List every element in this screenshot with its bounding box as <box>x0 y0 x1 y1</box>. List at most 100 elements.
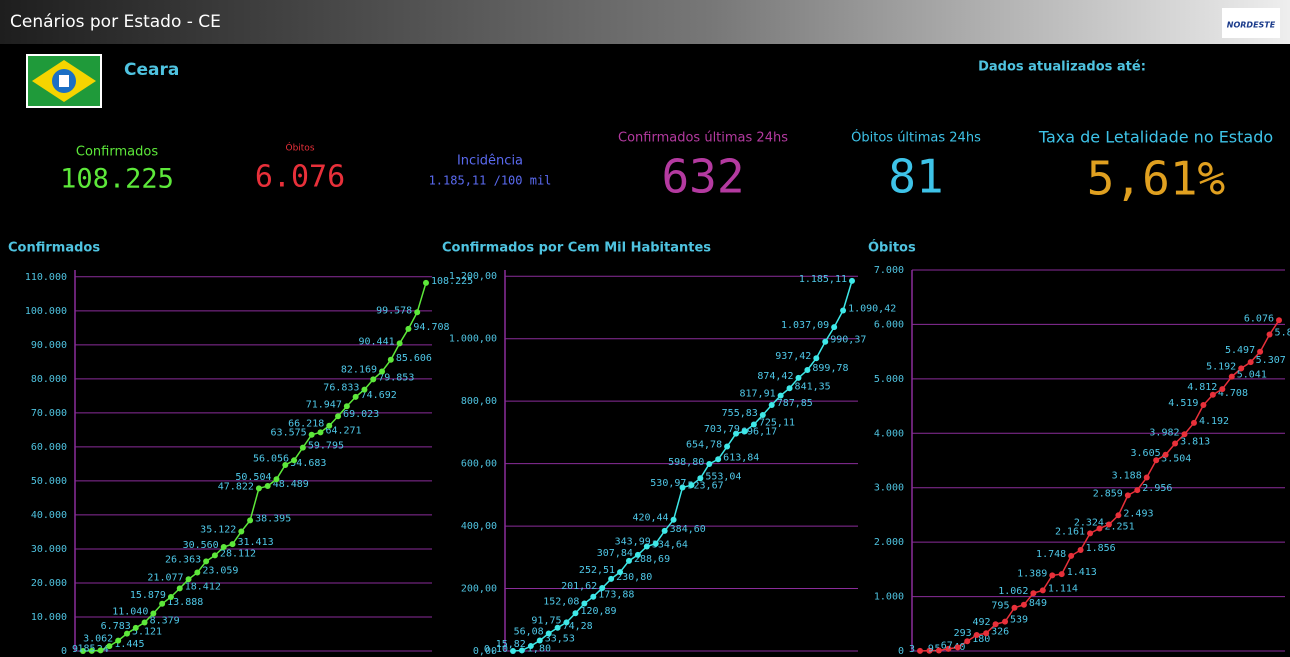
data-point <box>822 338 829 345</box>
y-tick-label: 90.000 <box>31 340 67 351</box>
data-label: 334,64 <box>652 539 688 550</box>
data-point <box>238 528 245 535</box>
y-tick-label: 400,00 <box>461 521 497 532</box>
data-point <box>1002 618 1009 625</box>
data-label: 76.833 <box>323 383 359 394</box>
data-label: 9 <box>928 644 934 655</box>
data-point <box>935 647 942 654</box>
data-label: 849 <box>1029 598 1047 609</box>
y-tick-label: 1.000 <box>874 592 904 603</box>
y-tick-label: 10.000 <box>31 612 67 623</box>
data-label: 152,08 <box>543 597 579 608</box>
data-label: 293 <box>954 628 972 639</box>
data-label: 30.560 <box>183 540 219 551</box>
data-label: 2.251 <box>1105 521 1135 532</box>
data-point <box>813 355 820 362</box>
kpi-value: 81 <box>888 150 943 204</box>
data-point <box>554 624 561 631</box>
data-point <box>1238 365 1245 372</box>
y-tick-label: 6.000 <box>874 319 904 330</box>
kpi-label: Óbitos <box>285 142 314 154</box>
data-point <box>1058 571 1065 578</box>
data-label: 2.859 <box>1093 488 1123 499</box>
data-point <box>80 647 86 654</box>
y-tick-label: 70.000 <box>31 408 67 419</box>
data-label: 654,78 <box>686 440 722 451</box>
data-label: 11.040 <box>112 606 148 617</box>
data-label: 5.815 <box>1275 327 1290 338</box>
data-point <box>1247 359 1254 366</box>
data-label: 23.059 <box>202 566 238 577</box>
data-label: 3.813 <box>1180 436 1210 447</box>
y-tick-label: 1.000,00 <box>449 334 497 345</box>
data-label: 71.947 <box>306 399 342 410</box>
data-label: 1.413 <box>1067 567 1097 578</box>
y-tick-label: 2.000 <box>874 537 904 548</box>
data-point <box>804 367 811 374</box>
data-label: 33,53 <box>545 634 575 645</box>
data-point <box>741 428 748 435</box>
data-label: 48.489 <box>273 479 309 490</box>
y-tick-label: 100.000 <box>25 306 67 317</box>
kpi-label: Confirmados últimas 24hs <box>618 131 788 146</box>
data-label: 288,69 <box>634 554 670 565</box>
kpi-value: 1.185,11 /100 mil <box>429 174 552 188</box>
data-label: 90.441 <box>358 336 394 347</box>
y-tick-label: 200,00 <box>461 584 497 595</box>
data-point <box>706 460 713 467</box>
data-point <box>1124 492 1131 499</box>
chart-title: Confirmados por Cem Mil Habitantes <box>442 241 711 256</box>
data-point <box>590 593 597 600</box>
data-label: 5.041 <box>1237 370 1267 381</box>
data-point <box>1096 525 1103 532</box>
data-point <box>917 647 923 654</box>
data-point <box>115 637 122 644</box>
data-point <box>661 527 668 534</box>
data-label: 5.497 <box>1225 345 1255 356</box>
y-tick-label: 5.000 <box>874 374 904 385</box>
data-point <box>527 643 534 650</box>
data-label: 696,17 <box>741 427 777 438</box>
data-label: 18.412 <box>185 581 221 592</box>
data-point <box>954 644 961 651</box>
y-tick-label: 1.200,00 <box>449 271 497 282</box>
data-label: 21.077 <box>147 572 183 583</box>
data-label: 899,78 <box>812 363 848 374</box>
data-label: 15,82 <box>496 639 526 650</box>
data-point <box>1153 457 1160 464</box>
data-label: 326 <box>991 626 1009 637</box>
data-label: 4.519 <box>1168 398 1198 409</box>
data-point <box>414 309 421 316</box>
data-point <box>1087 530 1094 537</box>
y-tick-label: 800,00 <box>461 396 497 407</box>
data-point <box>1200 402 1207 409</box>
data-point <box>194 569 201 576</box>
y-tick-label: 600,00 <box>461 459 497 470</box>
data-point <box>617 569 624 576</box>
data-point <box>608 575 615 582</box>
data-point <box>229 541 236 548</box>
data-point <box>849 277 855 284</box>
data-label: 64.271 <box>325 425 361 436</box>
data-label: 4.192 <box>1199 416 1229 427</box>
y-tick-label: 30.000 <box>31 544 67 555</box>
y-tick-label: 7.000 <box>874 265 904 276</box>
data-label: 74.692 <box>361 390 397 401</box>
data-label: 2.493 <box>1123 508 1153 519</box>
data-label: 35.122 <box>200 525 236 536</box>
data-point <box>643 543 650 550</box>
data-label: 817,91 <box>740 389 776 400</box>
data-point <box>167 593 174 600</box>
data-point <box>264 483 271 490</box>
data-label: 307,84 <box>597 548 633 559</box>
data-label: 3.188 <box>1112 470 1142 481</box>
data-label: 230,80 <box>616 572 652 583</box>
data-label: 3 <box>909 644 915 655</box>
data-point <box>581 600 588 607</box>
data-point <box>361 386 368 393</box>
data-point <box>1228 373 1235 380</box>
data-label: 120,89 <box>580 606 616 617</box>
flag <box>26 54 102 108</box>
data-point <box>1190 419 1197 426</box>
data-label: 5.121 <box>132 627 162 638</box>
